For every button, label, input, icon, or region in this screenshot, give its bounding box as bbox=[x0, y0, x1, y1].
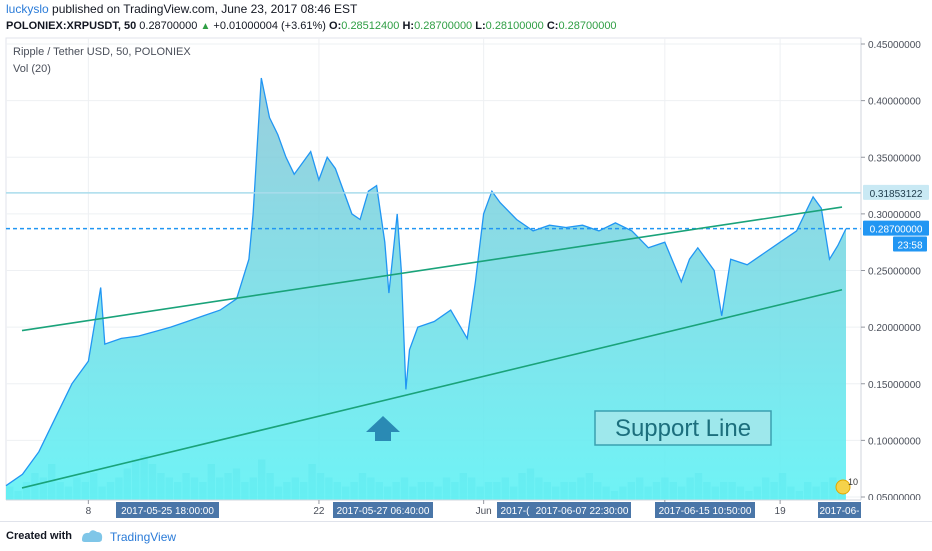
time-axis[interactable]: 822Jun12192017-05-25 18:00:002017-05-27 … bbox=[0, 499, 932, 521]
open-label: O: bbox=[329, 20, 342, 32]
created-with-label: Created with bbox=[6, 530, 73, 542]
series-title: Ripple / Tether USD, 50, POLONIEX bbox=[13, 46, 191, 58]
support-line-annotation[interactable]: Support Line bbox=[594, 410, 772, 446]
price-tick-label: 0.35000000 bbox=[868, 153, 921, 164]
event-badge[interactable]: 10 bbox=[835, 477, 858, 495]
time-highlight-bg bbox=[333, 502, 433, 518]
time-highlight-bg bbox=[818, 502, 861, 518]
time-highlight-label: 2017-05-25 18:00:00 bbox=[121, 506, 214, 517]
high-value: 0.28700000 bbox=[414, 20, 473, 32]
time-tick-label: 19 bbox=[775, 506, 787, 517]
price-change: +0.01000004 (+3.61%) bbox=[213, 20, 326, 32]
time-highlight-bg bbox=[655, 502, 755, 518]
high-label: H: bbox=[402, 20, 415, 32]
trendlines[interactable] bbox=[21, 206, 843, 489]
badge-count: 10 bbox=[848, 477, 858, 487]
price-area bbox=[5, 77, 847, 500]
up-arrow-icon bbox=[366, 416, 400, 441]
price-tick-label: 0.10000000 bbox=[868, 436, 921, 447]
time-highlight-label: 2017-06- bbox=[819, 506, 859, 517]
close-value: 0.28700000 bbox=[558, 20, 617, 32]
publish-header: luckyslo published on TradingView.com, J… bbox=[6, 2, 357, 16]
close-label: C: bbox=[546, 20, 559, 32]
price-tick-label: 0.45000000 bbox=[868, 40, 921, 51]
low-value: 0.28100000 bbox=[485, 20, 544, 32]
open-value: 0.28512400 bbox=[341, 20, 400, 32]
time-highlight-label: 2017-05-27 06:40:00 bbox=[337, 506, 430, 517]
price-label: 23:58 bbox=[897, 240, 922, 251]
time-highlight-bg bbox=[497, 502, 533, 518]
last-price: 0.28700000 bbox=[139, 20, 198, 32]
price-tick-label: 0.15000000 bbox=[868, 380, 921, 391]
time-highlight-label: 2017-06-07 22:30:00 bbox=[536, 506, 629, 517]
published-text: published on TradingView.com, June 23, 2… bbox=[52, 2, 358, 16]
price-axis-bg bbox=[861, 38, 932, 521]
price-tick-label: 0.20000000 bbox=[868, 323, 921, 334]
price-tick-label: 0.30000000 bbox=[868, 210, 921, 221]
time-highlight-label: 2017-06-15 10:50:00 bbox=[659, 506, 752, 517]
time-highlight-label: 2017-( bbox=[501, 506, 531, 517]
upper-trendline[interactable] bbox=[21, 206, 843, 332]
symbol-line: POLONIEX:XRPUSDT, 50 bbox=[6, 20, 137, 32]
low-label: L: bbox=[475, 20, 486, 32]
price-tick-label: 0.40000000 bbox=[868, 97, 921, 108]
time-tick-label: 22 bbox=[313, 506, 325, 517]
footer: Created with TradingView bbox=[0, 521, 932, 551]
ohlc-header: POLONIEX:XRPUSDT, 50 0.28700000 ▲ +0.010… bbox=[6, 20, 617, 32]
tradingview-brand[interactable]: TradingView bbox=[110, 530, 177, 544]
up-triangle-icon: ▲ bbox=[200, 21, 211, 32]
price-chart[interactable]: Support Line Ripple / Tether USD, 50, PO… bbox=[0, 0, 932, 521]
time-tick-label: Jun bbox=[476, 506, 492, 517]
time-highlight-bg bbox=[116, 502, 219, 518]
price-label: 0.31853122 bbox=[870, 189, 923, 200]
price-label: 0.28700000 bbox=[870, 225, 923, 236]
volume-legend: Vol (20) bbox=[13, 63, 51, 75]
author-link[interactable]: luckyslo bbox=[6, 2, 49, 16]
support-trendline[interactable] bbox=[21, 288, 843, 489]
price-line bbox=[5, 77, 847, 487]
tradingview-logo-icon bbox=[82, 530, 103, 542]
price-label-bg bbox=[863, 220, 929, 236]
support-line-text: Support Line bbox=[615, 415, 751, 442]
time-tick-label: 8 bbox=[86, 506, 92, 517]
price-axis[interactable]: 0.45000000 0.40000000 0.35000000 0.30000000… bbox=[860, 38, 932, 521]
price-label-bg bbox=[893, 236, 927, 252]
price-area-fill bbox=[6, 78, 846, 500]
price-tick-label: 0.05000000 bbox=[868, 493, 921, 504]
price-tick-label: 0.25000000 bbox=[868, 267, 921, 278]
time-highlight-bg bbox=[533, 502, 631, 518]
price-label-bg bbox=[863, 184, 929, 200]
